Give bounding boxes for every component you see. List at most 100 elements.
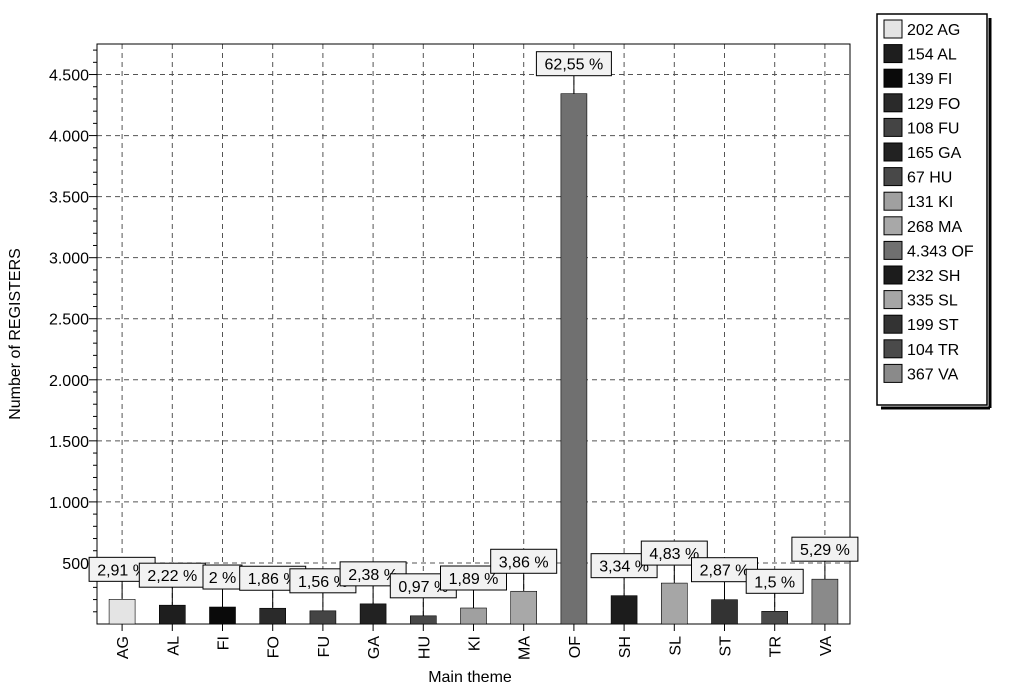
data-label-text: 62,55 % [545, 57, 604, 74]
y-tick-label: 2.000 [49, 373, 89, 390]
y-tick-label: 1.000 [49, 495, 89, 512]
x-tick-label: VA [818, 636, 835, 656]
x-tick-label: GA [366, 636, 383, 659]
x-tick-label: HU [416, 636, 433, 659]
legend-entry: 165 GA [907, 145, 962, 162]
legend-entry: 67 HU [907, 170, 952, 187]
data-label-text: 2 % [209, 570, 237, 587]
data-label: 1,5 % [745, 568, 804, 594]
data-label-text: 2,22 % [147, 568, 197, 585]
data-label: 0,97 % [389, 573, 457, 599]
x-tick-label: OF [567, 636, 584, 658]
bar [610, 595, 638, 625]
x-axis: AG AL FI FO FU GA HU KI MA OF SH SL ST TR VA [115, 624, 835, 660]
legend-entry: 154 AL [907, 47, 957, 64]
x-tick-label: AG [115, 636, 132, 659]
data-label-text: 0,97 % [398, 579, 448, 596]
legend-entry: 108 FU [907, 120, 959, 137]
bar [259, 607, 287, 625]
legend-swatch [883, 93, 903, 113]
bar [359, 603, 387, 625]
data-label-box [202, 564, 243, 590]
legend-entry: 129 FO [907, 96, 960, 113]
legend-swatch [883, 68, 903, 88]
legend-swatch [883, 142, 903, 162]
bar [811, 578, 839, 625]
data-label-box [791, 536, 859, 562]
y-tick-label: 2.500 [49, 312, 89, 329]
x-tick-label: SL [667, 636, 684, 656]
legend-entry: 202 AG [907, 22, 960, 39]
bar [660, 582, 688, 625]
bar [460, 607, 487, 625]
x-tick-label: MA [517, 636, 534, 660]
bar [108, 599, 136, 625]
bar [560, 93, 588, 625]
legend-entry: 199 ST [907, 317, 959, 334]
data-label-box [490, 548, 558, 574]
x-tick-label: KI [467, 636, 484, 651]
data-labels: 2,91 % 2,22 % 2 % 1,86 % 1,56 % 2,38 %0,97 % 1… [88, 51, 859, 599]
x-axis-title: Main theme [428, 669, 512, 684]
data-label-text: 3,86 % [499, 554, 549, 571]
legend-swatch [883, 19, 903, 39]
x-tick-label: TR [768, 636, 785, 657]
legend-swatch [883, 117, 903, 137]
x-tick-label: ST [718, 636, 735, 657]
x-tick-label: SH [617, 636, 634, 658]
legend-entry: 335 SL [907, 293, 958, 310]
legend-entry: 268 MA [907, 219, 962, 236]
legend-swatch [883, 191, 903, 211]
legend-swatch [883, 44, 903, 64]
legend-swatch [883, 290, 903, 310]
bar [711, 599, 738, 625]
y-tick-label: 3.000 [49, 251, 89, 268]
data-label-text: 4,83 % [649, 546, 699, 563]
x-tick-label: FU [316, 636, 333, 657]
x-tick-label: AL [165, 636, 182, 656]
data-label: 2 % [202, 564, 243, 590]
data-label-text: 1,56 % [298, 574, 348, 591]
data-label-text: 1,5 % [754, 574, 795, 591]
legend-swatch [883, 240, 903, 260]
bar [510, 590, 538, 625]
data-label-text: 1,86 % [248, 571, 298, 588]
bar [159, 604, 186, 625]
data-label-text: 2,38 % [348, 567, 398, 584]
legend-swatch [883, 314, 903, 334]
legend-swatch [883, 363, 903, 383]
legend-swatch [883, 265, 903, 285]
data-label-text: 5,29 % [800, 542, 850, 559]
legend-entry: 4.343 OF [907, 243, 974, 260]
data-label-box [535, 51, 612, 77]
data-label-box [745, 568, 804, 594]
bar [309, 610, 337, 625]
data-label: 62,55 % [535, 51, 612, 77]
y-tick-label: 1.500 [49, 434, 89, 451]
data-label-text: 3,34 % [599, 559, 649, 576]
data-label-text: 2,91 % [97, 562, 147, 579]
grid-lines [97, 44, 850, 624]
bars [108, 73, 839, 625]
legend-entry: 139 FI [907, 71, 952, 88]
legend: 202 AG 154 AL 139 FI 129 FO 108 FU 165 GA 67 H… [876, 13, 992, 410]
legend-swatch [883, 216, 903, 236]
y-tick-label: 500 [62, 556, 89, 573]
data-label-text: 1,89 % [449, 571, 499, 588]
legend-swatch [883, 339, 903, 359]
legend-entry: 104 TR [907, 342, 959, 359]
legend-swatch [883, 167, 903, 187]
y-tick-label: 4.000 [49, 129, 89, 146]
data-label-box [138, 562, 206, 588]
legend-entry: 131 KI [907, 194, 953, 211]
legend-entry: 367 VA [907, 366, 959, 383]
y-axis: 500 1.000 1.500 2.000 2.500 3.000 3.500 4.000 4.… [49, 49, 97, 613]
data-label: 5,29 % [791, 536, 859, 562]
x-tick-label: FO [266, 636, 283, 658]
bar [209, 606, 236, 625]
data-label: 2,22 % [138, 562, 206, 588]
legend-entry: 232 SH [907, 268, 960, 285]
data-label: 3,86 % [490, 548, 558, 574]
bar [409, 615, 437, 625]
